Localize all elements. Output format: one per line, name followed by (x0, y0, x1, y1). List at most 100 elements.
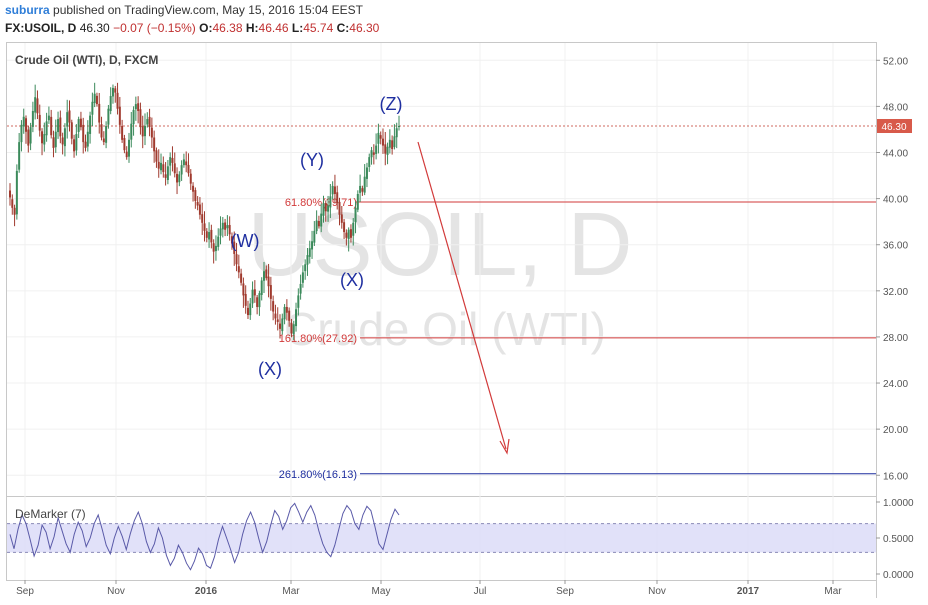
candle-body (315, 220, 318, 232)
grid (7, 43, 876, 580)
candle-body (246, 307, 249, 316)
candle-body (82, 124, 85, 143)
candle-body (25, 118, 28, 132)
candle-body (155, 150, 158, 162)
y-tick-label: 48.00 (883, 102, 908, 113)
published-text: published on TradingView.com, May 15, 20… (53, 3, 364, 17)
candle-body (187, 164, 190, 174)
candle-body (370, 150, 373, 158)
candle-body (43, 134, 46, 145)
demarker-tick-label: 1.0000 (883, 498, 914, 509)
price-axis[interactable]: 52.00 48.00 44.00 40.00 36.00 32.00 28.00 24.00… (876, 56, 908, 482)
y-tick-label: 16.00 (883, 471, 908, 482)
candle-body (121, 125, 124, 140)
candle-body (345, 232, 348, 238)
candle-body (29, 127, 32, 144)
author-link[interactable]: suburra (5, 3, 50, 17)
candle-body (192, 185, 195, 192)
candle-body (9, 190, 11, 198)
candle-body (395, 128, 398, 138)
candle-body (398, 125, 400, 127)
candle-body (393, 136, 396, 148)
candle-body (66, 112, 69, 127)
candle-body (313, 230, 316, 243)
candle-body (299, 283, 302, 294)
indicator-title: DeMarker (7) (15, 507, 86, 521)
close-label: C: (336, 21, 350, 35)
candle-body (70, 122, 73, 139)
candle-body (208, 232, 211, 240)
candle-body (127, 139, 130, 157)
candle-body (317, 220, 320, 227)
candle-body (338, 201, 341, 215)
candle-body (15, 170, 18, 215)
time-axis[interactable]: Sep Nov 2016 Mar May Jul Sep Nov 2017 Mar (16, 580, 842, 597)
demarker-axis: 1.0000 0.5000 0.0000 (876, 498, 914, 581)
y-tick-label: 32.00 (883, 287, 908, 298)
candle-body (47, 115, 50, 121)
candle-body (205, 231, 208, 238)
candle-body (114, 88, 117, 93)
candle-body (329, 196, 332, 208)
candle-body (260, 280, 263, 295)
candle-body (228, 224, 231, 235)
candle-body (141, 126, 144, 137)
close-value: 46.30 (349, 21, 380, 35)
candle-body (230, 236, 233, 244)
candle-body (290, 322, 293, 334)
candle-body (164, 174, 167, 178)
candle-body (274, 313, 277, 319)
candle-body (148, 116, 151, 128)
candle-body (217, 236, 220, 247)
candles (9, 82, 400, 340)
candle-body (22, 116, 25, 127)
candle-body (347, 229, 350, 240)
candle-body (166, 166, 169, 181)
candle-body (311, 241, 314, 250)
candle-body (359, 185, 362, 193)
candle-body (189, 173, 192, 184)
candle-body (306, 255, 309, 265)
candle-body (134, 104, 137, 110)
candle-body (379, 135, 382, 139)
candle-body (295, 309, 298, 327)
candle-body (109, 96, 112, 112)
candle-body (146, 119, 149, 125)
candle-body (276, 319, 279, 322)
candle-body (267, 276, 270, 287)
candle-body (377, 132, 380, 144)
x-tick-label: 2017 (737, 586, 760, 597)
projection-arrow-line[interactable] (417, 141, 507, 450)
candle-body (256, 297, 259, 307)
candle-body (363, 176, 366, 193)
candle-body (381, 138, 384, 146)
candle-body (214, 245, 217, 252)
candle-body (194, 190, 197, 201)
candle-body (162, 164, 165, 173)
candle-body (224, 222, 227, 230)
candle-body (11, 199, 14, 208)
candle-body (77, 119, 80, 132)
candle-body (352, 222, 355, 236)
y-tick-label: 20.00 (883, 425, 908, 436)
projection-arrowhead-icon (499, 438, 510, 455)
y-tick-label: 28.00 (883, 333, 908, 344)
candle-body (288, 310, 291, 321)
fib-label: 261.80%(16.13) (279, 469, 357, 481)
candle-body (375, 145, 378, 154)
fib-levels[interactable]: 61.80%(39.71)161.80%(27.92)261.80%(16.13… (279, 197, 876, 481)
candle-body (210, 229, 213, 243)
candle-body (116, 92, 119, 109)
y-tick-label: 40.00 (883, 195, 908, 206)
candle-body (75, 134, 78, 151)
y-tick-label: 36.00 (883, 241, 908, 252)
x-tick-label: Sep (16, 586, 34, 597)
candle-body (235, 254, 238, 265)
candle-body (251, 289, 254, 304)
candle-body (265, 269, 268, 279)
candle-body (372, 152, 375, 155)
candle-body (157, 161, 160, 169)
candle-body (333, 186, 336, 194)
candle-body (365, 167, 368, 179)
